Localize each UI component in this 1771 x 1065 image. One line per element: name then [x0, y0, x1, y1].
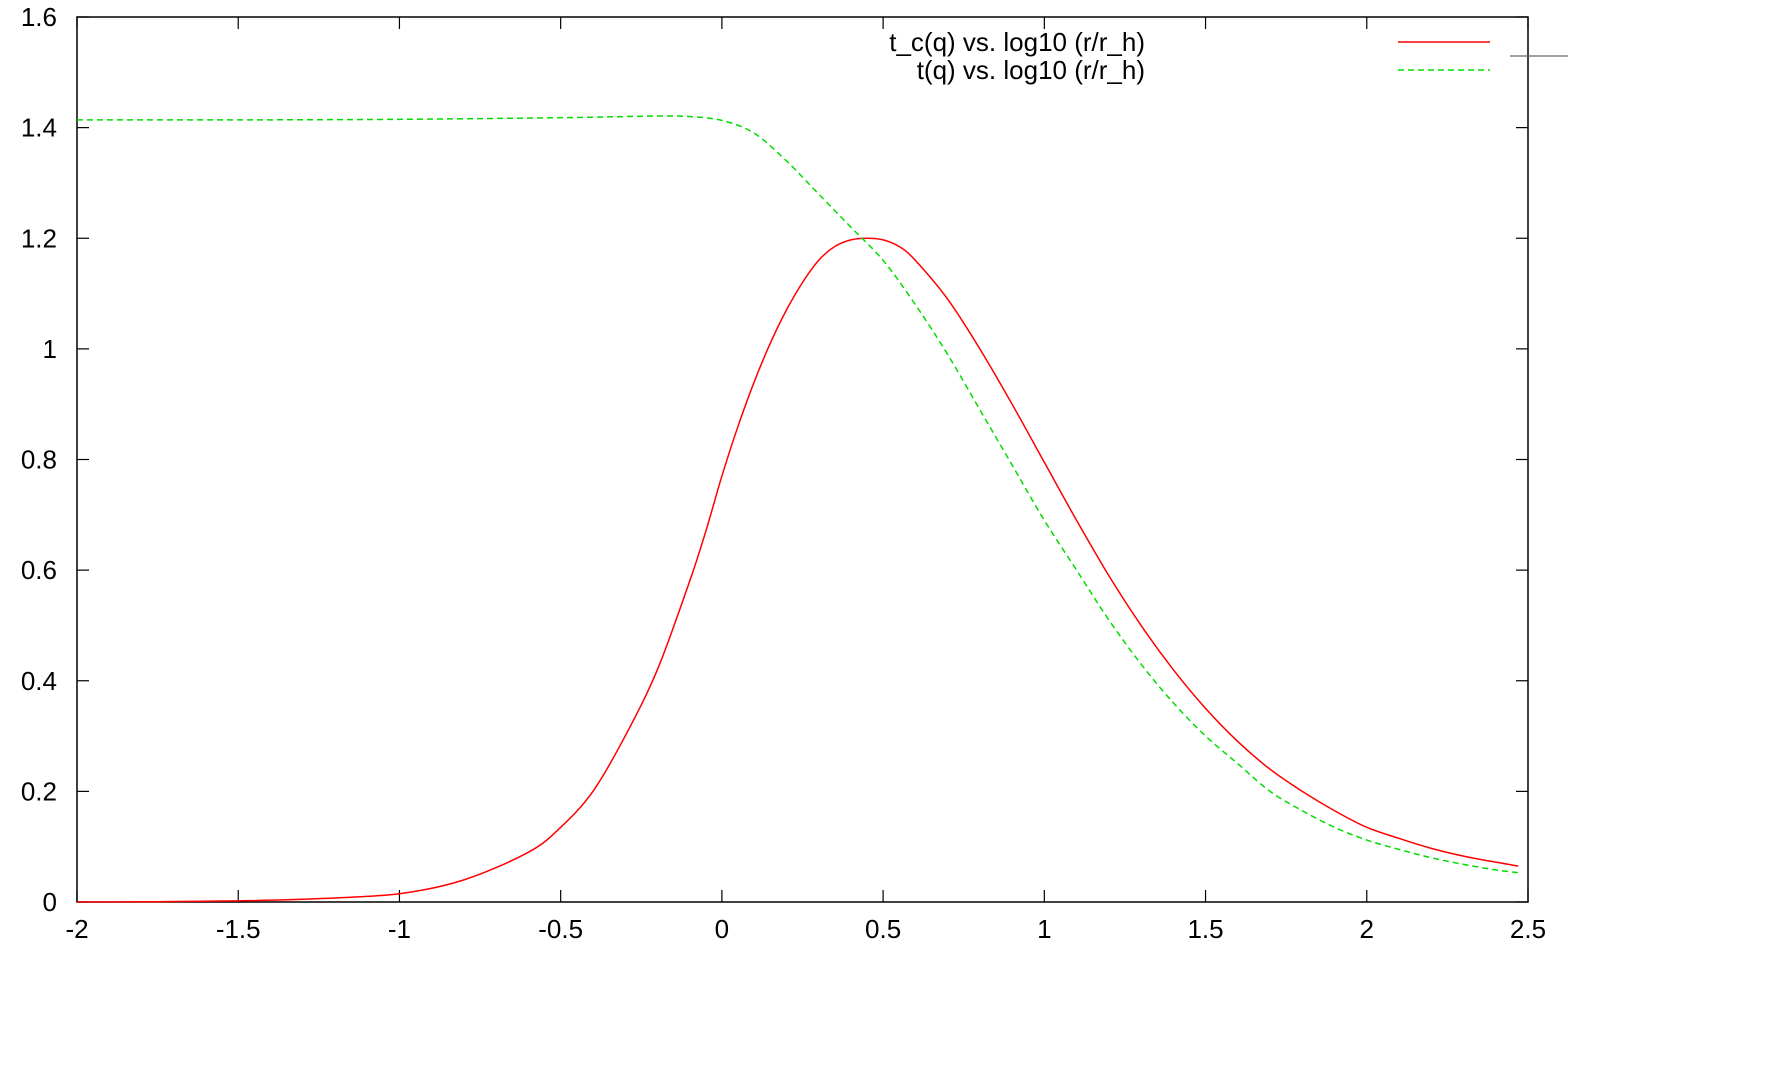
series-line-2 [76, 115, 1519, 874]
y-tick-label: 0.2 [21, 776, 57, 806]
series-lines [76, 115, 1519, 903]
x-tick-label: -1 [388, 914, 411, 944]
x-tick-label: 0 [715, 914, 729, 944]
y-tick-label: 0 [43, 887, 57, 917]
x-tick-label: 2.5 [1510, 914, 1546, 944]
legend-label-2: t(q) vs. log10 (r/r_h) [917, 55, 1145, 85]
legend-label-1: t_c(q) vs. log10 (r/r_h) [889, 27, 1145, 57]
legend: t_c(q) vs. log10 (r/r_h)t(q) vs. log10 (… [889, 27, 1490, 85]
axis-tick-labels: -2 -1.5 -1 -0.5 0 0.5 1 1.5 2 2.5 0 0.2 0.4 0.6 0.8 1 1.… [21, 2, 1546, 944]
y-tick-label: 0.4 [21, 666, 57, 696]
x-tick-label: 2 [1360, 914, 1374, 944]
x-tick-label: -1.5 [216, 914, 261, 944]
y-tick-label: 1.2 [21, 223, 57, 253]
plot-frame [76, 16, 1568, 903]
y-tick-label: 0.8 [21, 445, 57, 475]
series-line-1 [76, 237, 1519, 903]
y-tick-label: 1.4 [21, 113, 57, 143]
x-tick-label: 1 [1037, 914, 1051, 944]
axis-ticks [76, 16, 1529, 903]
y-tick-label: 1.6 [21, 2, 57, 32]
x-tick-label: 1.5 [1187, 914, 1223, 944]
x-tick-label: 0.5 [865, 914, 901, 944]
y-tick-label: 0.6 [21, 555, 57, 585]
x-tick-label: -2 [65, 914, 88, 944]
x-tick-label: -0.5 [538, 914, 583, 944]
y-tick-label: 1 [43, 334, 57, 364]
plot-border [76, 16, 1529, 903]
